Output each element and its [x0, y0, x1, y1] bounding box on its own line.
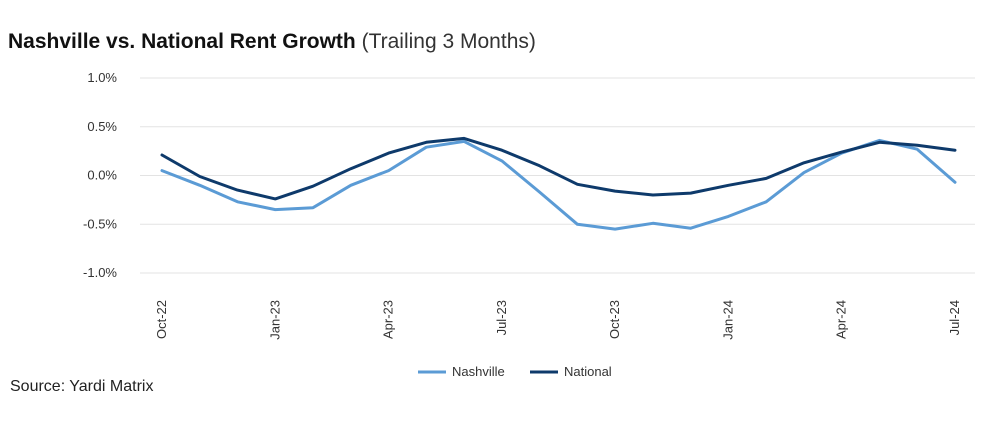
series-lines	[160, 136, 957, 231]
legend: Nashville National	[418, 364, 612, 379]
x-tick-label: Oct-22	[154, 300, 169, 339]
y-tick-label: 1.0%	[87, 70, 117, 85]
x-tick-label: Apr-23	[381, 300, 396, 339]
series-line-national	[160, 136, 957, 201]
x-tick-label: Jul-23	[494, 300, 509, 335]
x-tick-label: Oct-23	[607, 300, 622, 339]
x-tick-label: Jan-24	[720, 300, 735, 340]
x-tick-label: Jan-23	[267, 300, 282, 340]
y-tick-label: 0.0%	[87, 168, 117, 183]
chart-title-sub: (Trailing 3 Months)	[361, 30, 536, 53]
y-axis-ticks: 1.0% 0.5% 0.0% -0.5% -1.0%	[83, 70, 117, 280]
y-tick-label: -1.0%	[83, 265, 117, 280]
chart-title-main: Nashville vs. National Rent Growth	[8, 30, 356, 53]
source-note: Source: Yardi Matrix	[10, 378, 154, 395]
x-tick-label: Jul-24	[947, 300, 962, 335]
chart-title: Nashville vs. National Rent Growth (Trai…	[8, 30, 536, 54]
x-axis-ticks: Oct-22 Jan-23 Apr-23 Jul-23 Oct-23 Jan-24 Apr-…	[154, 300, 962, 340]
x-tick-label: Apr-24	[834, 300, 849, 339]
legend-label: Nashville	[452, 364, 505, 379]
y-tick-label: -0.5%	[83, 216, 117, 231]
y-tick-label: 0.5%	[87, 119, 117, 134]
series-line-nashville	[160, 138, 957, 231]
legend-label: National	[564, 364, 612, 379]
